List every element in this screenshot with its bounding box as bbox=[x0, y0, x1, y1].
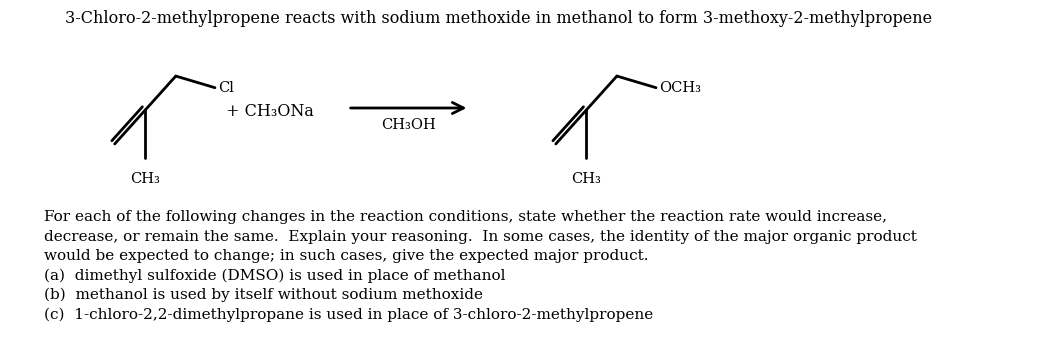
Text: CH₃: CH₃ bbox=[131, 172, 160, 186]
Text: decrease, or remain the same.  Explain your reasoning.  In some cases, the ident: decrease, or remain the same. Explain yo… bbox=[44, 230, 917, 244]
Text: Cl: Cl bbox=[218, 81, 233, 95]
Text: CH₃: CH₃ bbox=[571, 172, 601, 186]
Text: (c)  1-chloro-2,2-dimethylpropane is used in place of 3-chloro-2-methylpropene: (c) 1-chloro-2,2-dimethylpropane is used… bbox=[44, 307, 654, 322]
Text: OCH₃: OCH₃ bbox=[659, 81, 701, 95]
Text: (a)  dimethyl sulfoxide (DMSO) is used in place of methanol: (a) dimethyl sulfoxide (DMSO) is used in… bbox=[44, 269, 506, 283]
Text: (b)  methanol is used by itself without sodium methoxide: (b) methanol is used by itself without s… bbox=[44, 288, 483, 303]
Text: 3-Chloro-2-methylpropene reacts with sodium methoxide in methanol to form 3-meth: 3-Chloro-2-methylpropene reacts with sod… bbox=[66, 10, 933, 27]
Text: would be expected to change; in such cases, give the expected major product.: would be expected to change; in such cas… bbox=[44, 249, 649, 263]
Text: + CH₃ONa: + CH₃ONa bbox=[226, 104, 314, 120]
Text: For each of the following changes in the reaction conditions, state whether the : For each of the following changes in the… bbox=[44, 210, 887, 224]
Text: CH₃OH: CH₃OH bbox=[381, 118, 436, 132]
